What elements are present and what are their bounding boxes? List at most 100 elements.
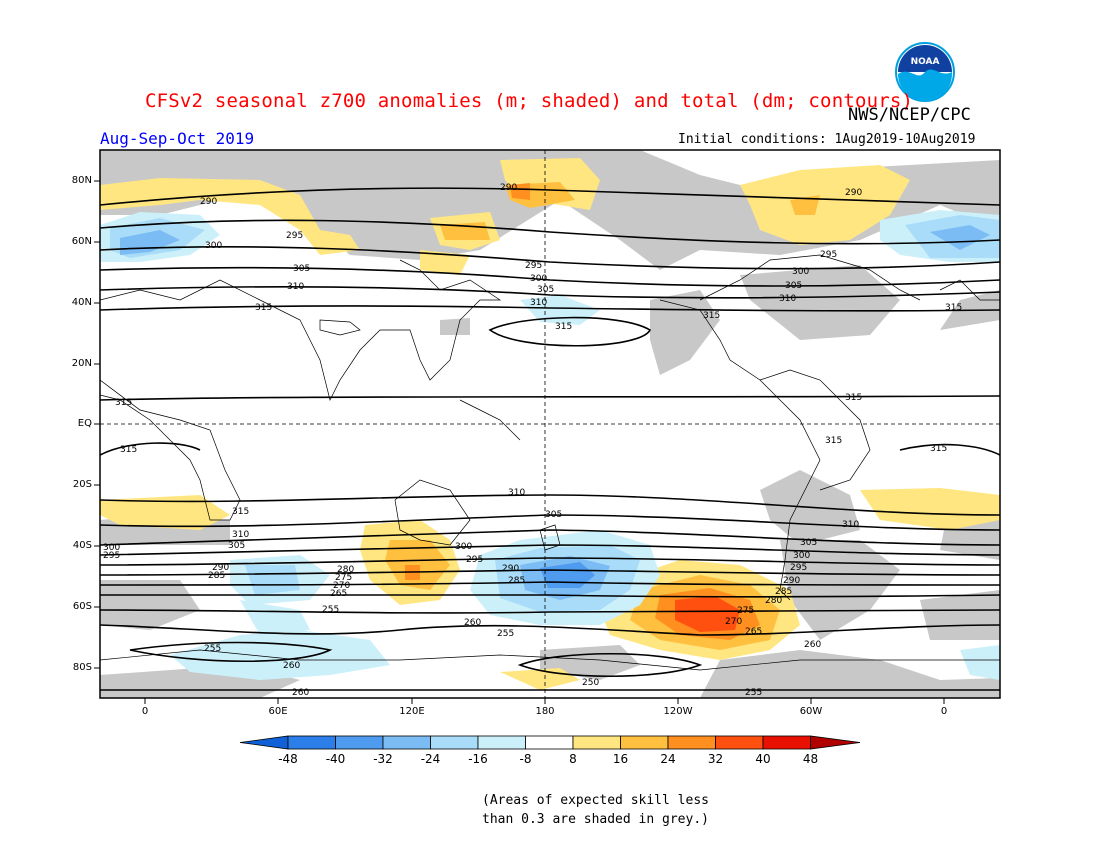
contour-label: 260 xyxy=(464,618,481,628)
lon-label: 120W xyxy=(663,706,693,717)
contour-labels: 290 290 290 295 295 295 300 300 300 305 … xyxy=(103,183,962,698)
contour-label: 290 xyxy=(200,197,217,207)
colorbar-label: -16 xyxy=(468,752,488,766)
colorbar-label: 48 xyxy=(802,752,819,766)
colorbar-label: 8 xyxy=(569,752,577,766)
colorbar-swatch xyxy=(430,735,479,750)
colorbar xyxy=(239,735,861,750)
colorbar-label: -24 xyxy=(420,752,441,766)
colorbar-left-arrow xyxy=(239,735,289,750)
lat-label: 20S xyxy=(72,479,92,490)
contour-label: 290 xyxy=(845,188,862,198)
contour-label: 290 xyxy=(502,564,519,574)
anomaly-shading: 290 290 290 295 295 295 300 300 300 305 … xyxy=(100,150,1000,698)
skill-note-line1: (Areas of expected skill less xyxy=(482,793,709,808)
contour-label: 270 xyxy=(333,581,350,591)
contour-label: 310 xyxy=(530,298,547,308)
contour-label: 265 xyxy=(745,627,762,637)
contour-label: 310 xyxy=(232,530,249,540)
logo-text: NOAA xyxy=(911,57,940,67)
contour-label: 305 xyxy=(228,541,245,551)
contour-label: 315 xyxy=(115,398,132,408)
contour-label: 255 xyxy=(204,644,221,654)
lat-label: 40S xyxy=(72,540,92,551)
contour-label: 300 xyxy=(530,274,547,284)
contour-label: 300 xyxy=(792,267,809,277)
lat-label: 40N xyxy=(71,297,92,308)
contour-label: 255 xyxy=(497,629,514,639)
lon-label: 0 xyxy=(940,706,948,717)
colorbar-label: -40 xyxy=(325,752,346,766)
reference-lines xyxy=(100,150,1000,698)
lon-label: 180 xyxy=(535,706,555,717)
colorbar-swatch xyxy=(762,735,811,750)
contour-label: 260 xyxy=(292,688,309,698)
colorbar-label: -8 xyxy=(519,752,532,766)
contour-label: 315 xyxy=(945,303,962,313)
contour-label: 315 xyxy=(120,445,137,455)
agency-label: NWS/NCEP/CPC xyxy=(848,105,971,125)
contour-label: 285 xyxy=(508,576,525,586)
contour-label: 305 xyxy=(293,264,310,274)
contour-label: 255 xyxy=(322,605,339,615)
contour-label: 250 xyxy=(582,678,599,688)
colorbar-swatch xyxy=(715,735,764,750)
contour-label: 295 xyxy=(286,231,303,241)
contour-label: 310 xyxy=(842,520,859,530)
lat-label: 60S xyxy=(72,601,92,612)
tick-marks xyxy=(94,180,945,704)
contour-label: 285 xyxy=(775,587,792,597)
colorbar-label: 16 xyxy=(612,752,629,766)
lat-label: EQ xyxy=(77,418,92,429)
contour-label: 275 xyxy=(335,573,352,583)
contour-label: 315 xyxy=(555,322,572,332)
height-contours xyxy=(100,187,1000,691)
lon-label: 60E xyxy=(268,706,288,717)
initial-conditions-label: Initial conditions: 1Aug2019-10Aug2019 xyxy=(678,132,976,147)
contour-label: 265 xyxy=(330,589,347,599)
contour-label: 315 xyxy=(232,507,249,517)
contour-label: 260 xyxy=(283,661,300,671)
season-label: Aug-Sep-Oct 2019 xyxy=(100,129,255,148)
contour-label: 295 xyxy=(790,563,807,573)
colorbar-swatch xyxy=(525,735,574,750)
colorbar-swatch xyxy=(335,735,384,750)
contour-label: 285 xyxy=(208,571,225,581)
colorbar-swatch xyxy=(620,735,669,750)
contour-label: 315 xyxy=(255,303,272,313)
lat-label: 80S xyxy=(72,662,92,673)
contour-label: 290 xyxy=(783,576,800,586)
colorbar-label: -32 xyxy=(373,752,393,766)
contour-label: 290 xyxy=(212,563,229,573)
contour-label: 300 xyxy=(455,542,472,552)
colorbar-swatch xyxy=(477,735,526,750)
lat-label: 60N xyxy=(71,236,92,247)
figure-title: CFSv2 seasonal z700 anomalies (m; shaded… xyxy=(145,90,914,112)
colorbar-label: 32 xyxy=(707,752,724,766)
contour-label: 310 xyxy=(508,488,525,498)
contour-label: 305 xyxy=(785,281,802,291)
contour-label: 290 xyxy=(500,183,517,193)
contour-label: 300 xyxy=(793,551,810,561)
contour-label: 310 xyxy=(287,282,304,292)
lat-label: 80N xyxy=(71,175,92,186)
colorbar-label: 24 xyxy=(660,752,676,766)
contour-label: 300 xyxy=(103,543,120,553)
contour-label: 315 xyxy=(930,444,947,454)
contour-label: 275 xyxy=(737,606,754,616)
positive-anomalies-very-strong xyxy=(675,596,740,632)
colorbar-swatch xyxy=(667,735,716,750)
contour-label: 295 xyxy=(525,261,542,271)
colorbar-label: -48 xyxy=(278,752,298,766)
contour-label: 315 xyxy=(845,393,862,403)
contour-label: 305 xyxy=(545,510,562,520)
contour-label: 255 xyxy=(745,688,762,698)
contour-label: 300 xyxy=(205,241,222,251)
contour-label: 305 xyxy=(537,285,554,295)
lon-label: 60W xyxy=(799,706,823,717)
contour-label: 305 xyxy=(800,538,817,548)
contour-label: 295 xyxy=(103,551,120,561)
colorbar-swatch xyxy=(572,735,621,750)
skill-note-line2: than 0.3 are shaded in grey.) xyxy=(482,812,709,827)
